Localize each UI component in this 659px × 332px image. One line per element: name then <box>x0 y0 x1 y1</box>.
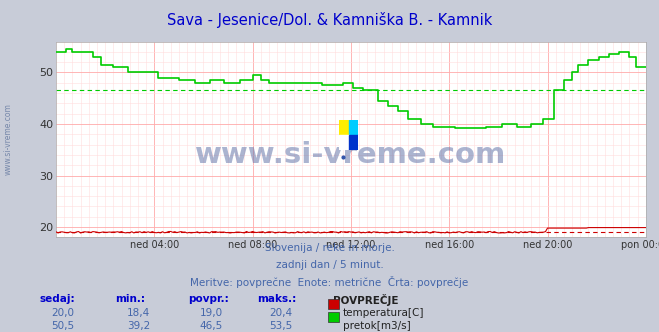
Text: 39,2: 39,2 <box>127 321 150 331</box>
Text: Slovenija / reke in morje.: Slovenija / reke in morje. <box>264 243 395 253</box>
Text: 19,0: 19,0 <box>200 308 223 318</box>
Text: 50,5: 50,5 <box>51 321 74 331</box>
Bar <box>349 135 358 150</box>
Bar <box>349 120 358 135</box>
Text: sedaj:: sedaj: <box>40 294 75 304</box>
Text: 20,4: 20,4 <box>269 308 292 318</box>
Bar <box>339 120 349 135</box>
Text: temperatura[C]: temperatura[C] <box>343 308 424 318</box>
Text: Sava - Jesenice/Dol. & Kamniška B. - Kamnik: Sava - Jesenice/Dol. & Kamniška B. - Kam… <box>167 12 492 28</box>
Text: 18,4: 18,4 <box>127 308 150 318</box>
Text: maks.:: maks.: <box>257 294 297 304</box>
Text: www.si-vreme.com: www.si-vreme.com <box>3 104 13 175</box>
Text: 53,5: 53,5 <box>269 321 292 331</box>
Text: povpr.:: povpr.: <box>188 294 229 304</box>
Text: POVPREČJE: POVPREČJE <box>333 294 398 306</box>
Text: min.:: min.: <box>115 294 146 304</box>
Text: 46,5: 46,5 <box>200 321 223 331</box>
Text: pretok[m3/s]: pretok[m3/s] <box>343 321 411 331</box>
Bar <box>339 135 349 150</box>
Text: Meritve: povprečne  Enote: metrične  Črta: povprečje: Meritve: povprečne Enote: metrične Črta:… <box>190 276 469 288</box>
Text: www.si-vreme.com: www.si-vreme.com <box>195 141 507 169</box>
Text: zadnji dan / 5 minut.: zadnji dan / 5 minut. <box>275 260 384 270</box>
Text: 20,0: 20,0 <box>51 308 74 318</box>
